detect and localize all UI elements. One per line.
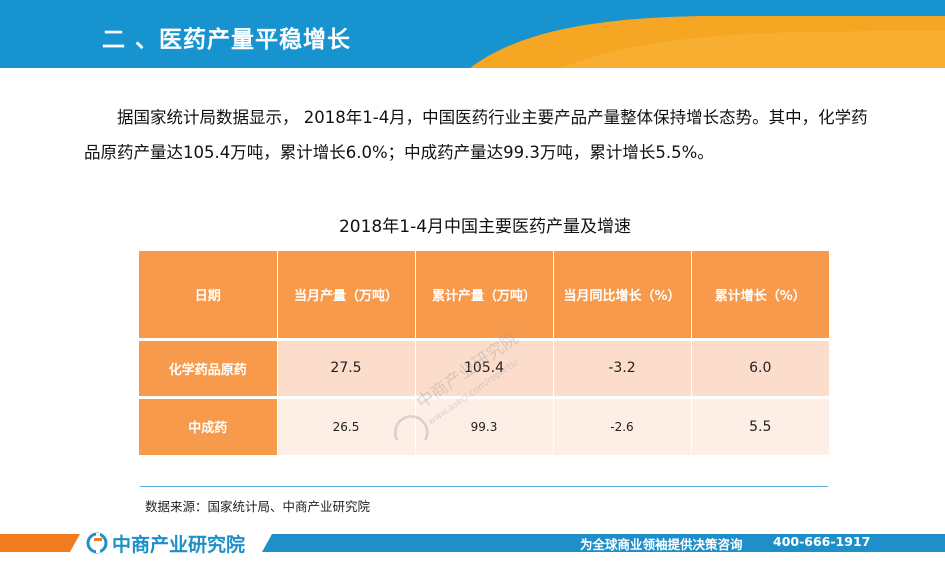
page-title: 二 、医药产量平稳增长	[102, 27, 352, 53]
row-label: 化学药品原药	[139, 337, 278, 397]
footer-phone: 400-666-1917	[773, 534, 871, 549]
header-banner: 二 、医药产量平稳增长	[0, 0, 945, 68]
header-cell: 当月产量（万吨）	[277, 251, 416, 339]
paragraph-text: 据国家统计局数据显示， 2018年1-4月，中国医药行业主要产品产量整体保持增长…	[84, 108, 868, 162]
footer-background	[0, 532, 945, 554]
table-row: 化学药品原药 27.5 105.4 -3.2 6.0	[139, 337, 829, 397]
header-cell: 当月同比增长（%）	[553, 251, 692, 339]
table-cell: 27.5	[277, 337, 416, 397]
footer-bar: 中商产业研究院 为全球商业领袖提供决策咨询 400-666-1917	[0, 526, 945, 561]
header-background	[0, 0, 945, 68]
company-name: 中商产业研究院	[112, 534, 246, 556]
footer-slogan: 为全球商业领袖提供决策咨询	[580, 537, 743, 552]
row-label: 中成药	[139, 395, 278, 455]
table-cell: 99.3	[415, 395, 554, 455]
header-cell: 累计增长（%）	[691, 251, 829, 339]
table-cell: 5.5	[691, 395, 829, 455]
table-cell: -2.6	[553, 395, 692, 455]
table-row: 中成药 26.5 99.3 -2.6 5.5	[139, 395, 829, 455]
table-caption: 2018年1-4月中国主要医药产量及增速	[338, 217, 632, 237]
table-cell: 26.5	[277, 395, 416, 455]
table-cell: -3.2	[553, 337, 692, 397]
company-logo-icon	[86, 532, 108, 554]
header-cell: 累计产量（万吨）	[415, 251, 554, 339]
table-cell: 105.4	[415, 337, 554, 397]
divider	[140, 486, 828, 487]
body-paragraph: 据国家统计局数据显示， 2018年1-4月，中国医药行业主要产品产量整体保持增长…	[84, 100, 874, 170]
data-table: 日期 当月产量（万吨） 累计产量（万吨） 当月同比增长（%） 累计增长（%） 化…	[139, 251, 829, 455]
table-header-row: 日期 当月产量（万吨） 累计产量（万吨） 当月同比增长（%） 累计增长（%）	[139, 251, 829, 339]
data-source: 数据来源：国家统计局、中商产业研究院	[145, 499, 371, 514]
table-cell: 6.0	[691, 337, 829, 397]
header-cell: 日期	[139, 251, 278, 339]
